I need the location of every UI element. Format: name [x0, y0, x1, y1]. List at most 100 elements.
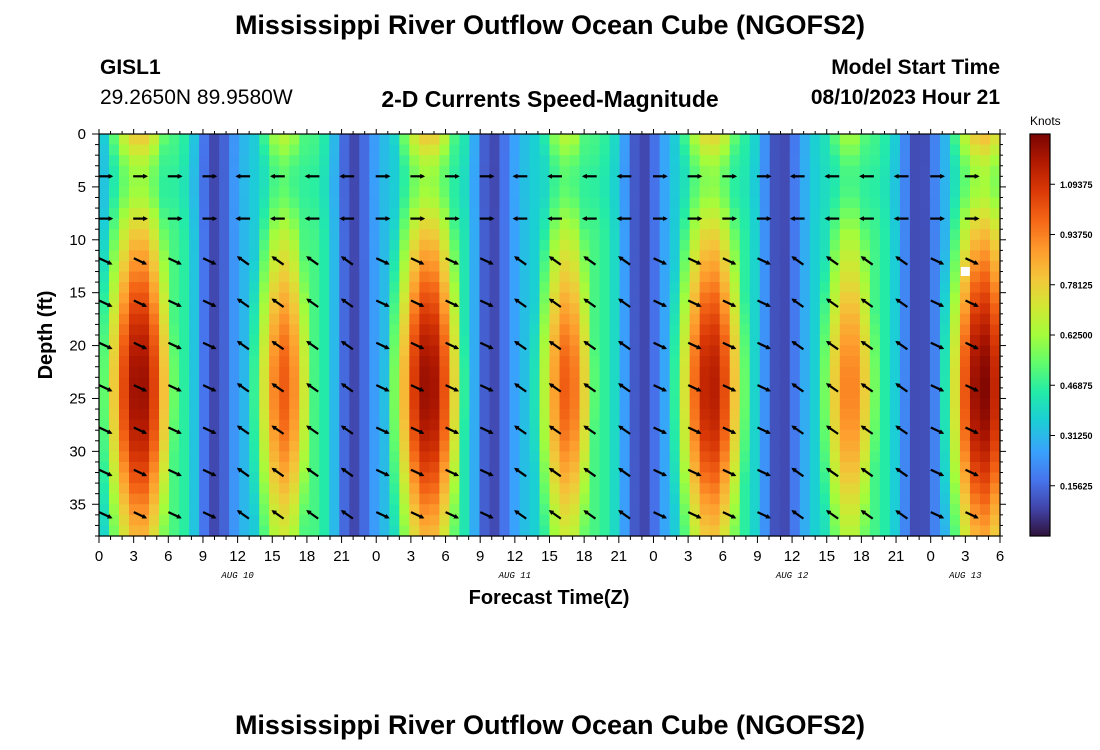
heatmap-cell	[469, 356, 481, 368]
heatmap-cell	[509, 504, 521, 516]
heatmap-cell	[399, 313, 410, 326]
heatmap-cell	[689, 292, 701, 304]
heatmap-cell	[419, 493, 430, 505]
heatmap-cell	[459, 514, 471, 527]
heatmap-cell	[469, 271, 481, 283]
heatmap-cell	[209, 387, 220, 400]
heatmap-cell	[969, 398, 981, 410]
heatmap-cell	[399, 197, 410, 209]
heatmap-cell	[839, 176, 851, 188]
heatmap-cell	[109, 387, 120, 400]
heatmap-cell	[99, 186, 110, 199]
heatmap-cell	[829, 472, 841, 484]
heatmap-cell	[669, 260, 681, 273]
heatmap-cell	[379, 313, 390, 326]
heatmap-cell	[739, 419, 751, 431]
heatmap-cell	[119, 366, 130, 378]
current-arrow	[825, 383, 839, 393]
heatmap-cell	[329, 483, 340, 495]
heatmap-cell	[709, 525, 721, 537]
current-arrow	[306, 510, 319, 520]
heatmap-cell	[209, 239, 220, 251]
heatmap-cell	[439, 324, 450, 336]
heatmap-cell	[989, 239, 1001, 251]
heatmap-cell	[109, 250, 120, 262]
heatmap-cell	[499, 155, 511, 167]
heatmap-cell	[869, 440, 881, 452]
heatmap-cell	[739, 250, 751, 262]
heatmap-cell	[499, 186, 511, 199]
heatmap-cell	[109, 514, 120, 527]
heatmap-cell	[739, 271, 751, 283]
heatmap-cell	[769, 472, 781, 484]
current-arrow	[133, 426, 148, 434]
heatmap-cell	[689, 229, 701, 241]
heatmap-cell	[149, 176, 160, 188]
heatmap-cell	[749, 282, 761, 294]
heatmap-cell	[669, 144, 681, 156]
heatmap-cell	[199, 345, 210, 357]
heatmap-cell	[699, 409, 711, 421]
heatmap-cell	[649, 229, 661, 241]
heatmap-cell	[379, 345, 390, 357]
heatmap-cell	[349, 345, 360, 357]
heatmap-cell	[459, 461, 471, 474]
heatmap-cell	[709, 377, 721, 389]
heatmap-cell	[429, 493, 440, 505]
heatmap-cell	[939, 345, 951, 357]
heatmap-cell	[589, 387, 601, 400]
heatmap-cell	[209, 208, 220, 220]
heatmap-cell	[609, 260, 621, 273]
heatmap-cell	[529, 504, 541, 516]
heatmap-cell	[599, 324, 611, 336]
heatmap-cell	[279, 504, 290, 516]
heatmap-cell	[379, 387, 390, 400]
heatmap-cell	[579, 525, 591, 537]
heatmap-cell	[669, 504, 681, 516]
heatmap-cell	[569, 134, 581, 146]
heatmap-cell	[129, 292, 140, 304]
heatmap-cell	[899, 165, 911, 177]
heatmap-cell	[709, 335, 721, 347]
current-arrow	[930, 511, 945, 519]
heatmap-cell	[829, 165, 841, 177]
heatmap-cell	[169, 377, 180, 389]
heatmap-cell	[179, 134, 190, 146]
heatmap-cell	[139, 155, 150, 167]
heatmap-cell	[289, 155, 300, 167]
heatmap-cell	[419, 250, 430, 262]
heatmap-cell	[939, 250, 951, 262]
heatmap-cell	[959, 377, 971, 389]
heatmap-cell	[789, 409, 801, 421]
heatmap-cell	[369, 176, 380, 188]
heatmap-cell	[569, 271, 581, 283]
heatmap-cell	[669, 313, 681, 326]
current-arrow	[306, 340, 319, 351]
heatmap-cell	[199, 504, 210, 516]
heatmap-cell	[389, 324, 400, 336]
heatmap-cell	[849, 271, 861, 283]
heatmap-cell	[789, 324, 801, 336]
heatmap-cell	[909, 324, 921, 336]
current-arrow	[133, 511, 148, 519]
heatmap-cell	[359, 303, 370, 315]
heatmap-cell	[589, 461, 601, 474]
heatmap-cell	[599, 345, 611, 357]
heatmap-cell	[129, 493, 140, 505]
heatmap-cell	[599, 282, 611, 294]
heatmap-cell	[409, 483, 420, 495]
x-tick-label: 9	[753, 548, 761, 565]
heatmap-cell	[639, 303, 651, 315]
heatmap-cell	[439, 134, 450, 146]
heatmap-cell	[159, 239, 170, 251]
heatmap-cell	[989, 335, 1001, 347]
y-tick-label: 5	[78, 179, 86, 196]
heatmap-cell	[399, 504, 410, 516]
heatmap-cell	[119, 504, 130, 516]
heatmap-cell	[149, 335, 160, 347]
heatmap-cell	[569, 292, 581, 304]
heatmap-cell	[479, 229, 491, 241]
heatmap-cell	[639, 176, 651, 188]
heatmap-cell	[359, 398, 370, 410]
current-arrow	[98, 426, 113, 434]
